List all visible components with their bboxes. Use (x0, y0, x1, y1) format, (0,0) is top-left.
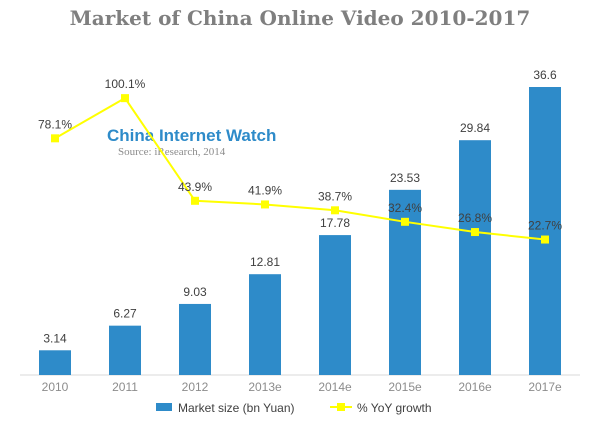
growth-point-2016e (471, 228, 479, 237)
x-tick-label-2011: 2011 (112, 380, 138, 394)
bar-value-label-2014e: 17.78 (320, 216, 350, 230)
bar-value-label-2017e: 36.6 (533, 68, 557, 82)
growth-point-2017e (541, 235, 549, 244)
x-tick-label-2012: 2012 (182, 380, 209, 394)
x-tick-label-2013e: 2013e (248, 380, 282, 394)
bar-2011 (109, 325, 141, 375)
growth-value-label-2016e: 26.8% (458, 211, 492, 225)
growth-value-label-2014e: 38.7% (318, 189, 352, 203)
watermark-source: Source: iResearch, 2014 (118, 146, 226, 158)
bar-value-label-2011: 6.27 (113, 307, 137, 321)
watermark-title: China Internet Watch (107, 126, 276, 145)
bar-value-label-2016e: 29.84 (460, 121, 490, 135)
growth-value-label-2013e: 41.9% (248, 183, 282, 197)
bar-2016e (459, 140, 491, 375)
growth-point-2012 (191, 196, 199, 205)
legend-swatch-market-size (156, 403, 172, 411)
bar-value-label-2012: 9.03 (183, 285, 207, 299)
x-tick-label-2017e: 2017e (528, 380, 562, 394)
growth-value-label-2011: 100.1% (105, 77, 146, 91)
growth-value-label-2010: 78.1% (38, 117, 72, 131)
growth-point-2013e (261, 200, 269, 209)
growth-point-2010 (51, 134, 59, 143)
x-tick-label-2015e: 2015e (388, 380, 422, 394)
chart-title: Market of China Online Video 2010-2017 (69, 6, 531, 30)
bar-value-label-2013e: 12.81 (250, 255, 280, 269)
bar-value-label-2015e: 23.53 (390, 171, 420, 185)
bar-2012 (179, 303, 211, 375)
growth-value-label-2015e: 32.4% (388, 201, 422, 215)
growth-line (54, 96, 546, 241)
bar-2010 (39, 350, 71, 375)
x-tick-label-2016e: 2016e (458, 380, 492, 394)
bar-2013e (249, 274, 281, 375)
growth-point-2011 (121, 94, 129, 103)
growth-value-label-2017e: 22.7% (528, 219, 562, 233)
growth-point-2014e (331, 206, 339, 215)
legend-label-growth: % YoY growth (357, 401, 432, 415)
bar-value-label-2010: 3.14 (43, 331, 67, 345)
bar-2014e (319, 235, 351, 375)
legend-label-market-size: Market size (bn Yuan) (178, 401, 295, 415)
legend-marker-growth (337, 403, 345, 411)
growth-value-label-2012: 43.9% (178, 180, 212, 194)
x-tick-label-2014e: 2014e (318, 380, 352, 394)
bar-2017e (529, 87, 561, 375)
bar-2015e (389, 189, 421, 375)
growth-point-2015e (401, 217, 409, 226)
x-tick-label-2010: 2010 (42, 380, 69, 394)
